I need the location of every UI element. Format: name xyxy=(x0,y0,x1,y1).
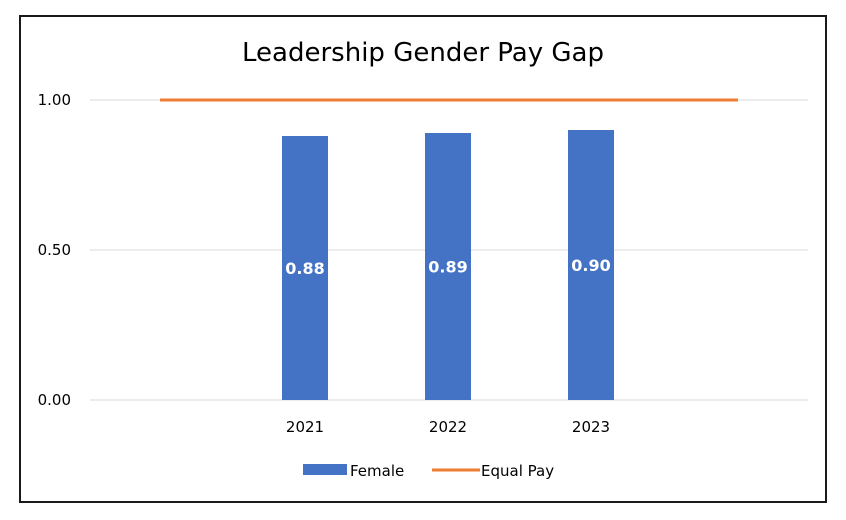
y-tick-label: 1.00 xyxy=(38,91,71,109)
chart-frame xyxy=(19,15,827,503)
bar-data-label: 0.88 xyxy=(285,259,324,278)
bar-data-label: 0.89 xyxy=(428,258,467,277)
legend-label-equal-pay: Equal Pay xyxy=(481,462,554,480)
y-tick-label: 0.50 xyxy=(38,241,71,259)
x-tick-label: 2022 xyxy=(429,418,467,436)
legend-label-female: Female xyxy=(350,462,404,480)
bar-female-2021 xyxy=(282,136,328,400)
bar-female-2022 xyxy=(425,133,471,400)
bar-data-label: 0.90 xyxy=(571,256,610,275)
bar-female-2023 xyxy=(568,130,614,400)
x-tick-label: 2021 xyxy=(286,418,324,436)
x-tick-label: 2023 xyxy=(572,418,610,436)
legend-swatch-female xyxy=(303,464,347,475)
chart-title: Leadership Gender Pay Gap xyxy=(242,38,604,68)
y-tick-label: 0.00 xyxy=(38,391,71,409)
